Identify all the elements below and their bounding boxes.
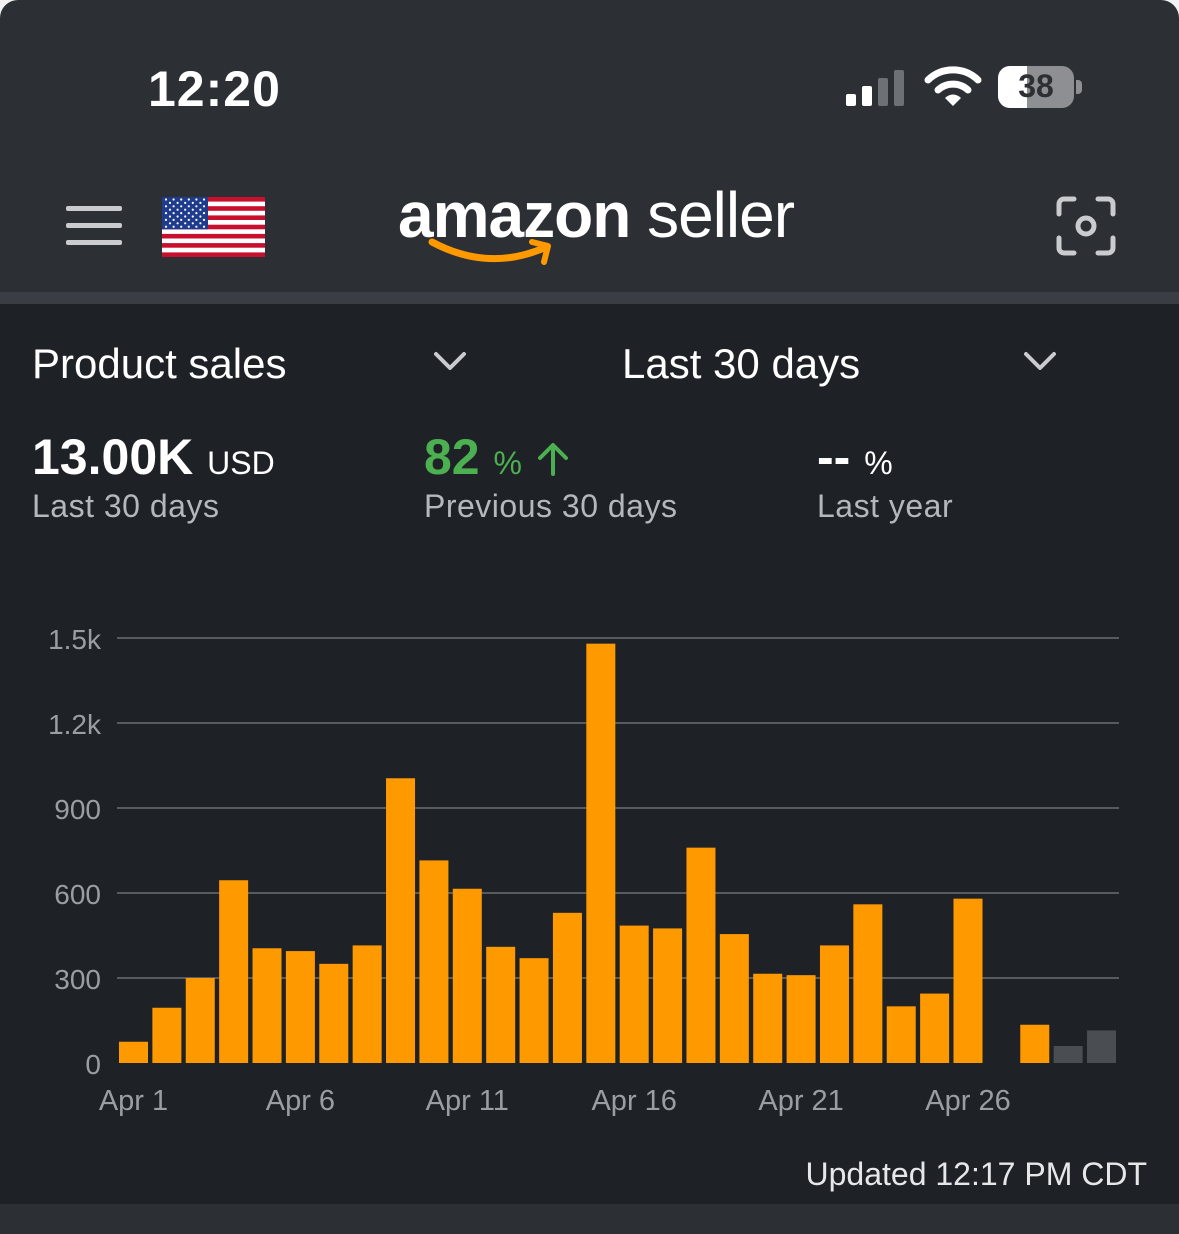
bar-apr-11[interactable] [452,888,482,1063]
year-change-unit: % [864,445,893,481]
bar-apr-22[interactable] [819,945,849,1063]
bar-apr-4[interactable] [219,880,249,1063]
bar-apr-29[interactable] [1053,1046,1083,1063]
metric-dropdown[interactable]: Product sales [32,340,472,400]
bar-apr-26[interactable] [953,898,983,1063]
bar-apr-7[interactable] [319,963,349,1063]
bar-apr-24[interactable] [886,1006,916,1063]
amazon-seller-logo: amazon seller [398,178,798,278]
bar-apr-30[interactable] [1087,1030,1117,1063]
menu-icon[interactable] [66,206,122,246]
bar-apr-21[interactable] [786,975,816,1063]
total-sales-value: 13.00K USD [32,428,275,486]
bar-apr-2[interactable] [152,1007,182,1063]
sales-card: Product sales Last 30 days 13.00K USD La… [0,304,1179,1204]
logo-suffix: seller [647,179,795,251]
sales-bar-chart: 0 300 600 900 1.2k 1.5k Apr 1 Apr 6 Apr 11 Apr 16… [48,624,1119,1117]
bar-apr-28[interactable] [1020,1024,1050,1063]
total-sales-unit: USD [207,445,275,481]
range-dropdown[interactable]: Last 30 days [622,340,1062,400]
bar-apr-12[interactable] [486,946,516,1063]
x-tick-label: Apr 21 [758,1085,843,1117]
battery-level: 38 [1018,68,1054,104]
bar-apr-9[interactable] [386,778,416,1063]
bar-apr-19[interactable] [719,934,749,1063]
bar-apr-18[interactable] [686,847,716,1063]
y-tick-label: 1.5k [48,624,102,655]
chevron-down-icon [434,352,466,370]
y-tick-label: 300 [54,964,101,995]
year-change-number: -- [817,429,851,485]
previous-change-value: 82 % [424,428,570,486]
range-dropdown-label: Last 30 days [622,340,861,387]
y-tick-label: 900 [54,794,101,825]
bar-apr-10[interactable] [419,860,449,1063]
bar-apr-23[interactable] [853,904,883,1063]
bar-apr-14[interactable] [552,912,582,1063]
y-tick-label: 1.2k [48,709,102,740]
x-tick-label: Apr 16 [591,1085,676,1117]
x-tick-label: Apr 6 [266,1085,335,1117]
scan-icon[interactable] [1056,196,1116,256]
x-tick-label: Apr 11 [426,1085,509,1117]
bar-apr-16[interactable] [619,925,649,1063]
previous-change-caption: Previous 30 days [424,488,678,524]
battery-icon: 38 [998,66,1084,110]
total-sales-number: 13.00K [32,429,194,485]
y-tick-label: 0 [85,1049,101,1080]
bar-apr-5[interactable] [252,948,282,1063]
arrow-up-icon [537,443,568,476]
bar-apr-1[interactable] [119,1041,148,1063]
x-tick-label: Apr 26 [925,1085,1010,1117]
status-time: 12:20 [148,61,281,117]
year-change-value: -- % [817,428,893,486]
year-change-caption: Last year [817,488,954,524]
us-flag-icon[interactable] [162,197,265,257]
metric-dropdown-label: Product sales [32,340,287,387]
chevron-down-icon [1024,352,1056,370]
x-tick-label: Apr 1 [99,1085,168,1117]
bar-apr-20[interactable] [753,973,783,1063]
previous-change-number: 82 [424,429,480,485]
total-sales-caption: Last 30 days [32,488,220,524]
logo-smile-icon [428,238,551,265]
logo-brand: amazon [398,179,631,251]
wifi-icon [924,66,982,106]
bar-apr-6[interactable] [285,951,315,1063]
bottom-strip [0,1204,1179,1234]
cellular-signal-icon [846,70,904,106]
last-updated-text: Updated 12:17 PM CDT [805,1156,1148,1192]
bar-apr-8[interactable] [352,945,382,1063]
header-divider [0,292,1179,304]
previous-change-unit: % [493,445,522,481]
bar-apr-15[interactable] [586,643,616,1063]
bar-apr-3[interactable] [185,978,215,1063]
bar-apr-13[interactable] [519,958,549,1063]
bar-apr-25[interactable] [920,993,950,1063]
y-tick-label: 600 [54,879,101,910]
bar-apr-17[interactable] [653,928,683,1063]
